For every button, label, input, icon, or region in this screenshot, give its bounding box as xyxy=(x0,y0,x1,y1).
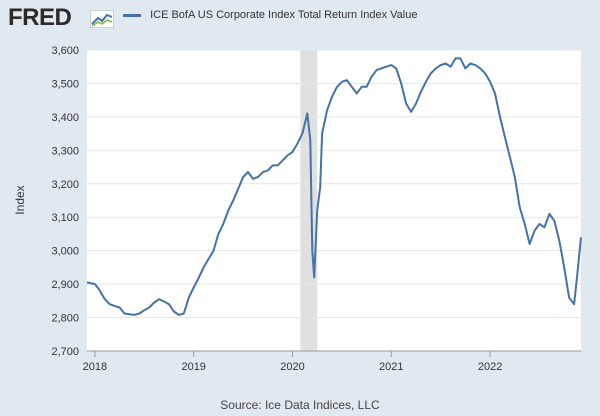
legend-label: ICE BofA US Corporate Index Total Return… xyxy=(150,9,418,21)
fred-logo[interactable]: FRED xyxy=(8,4,72,31)
grid-lines xyxy=(87,49,581,352)
x-tick-label: 2018 xyxy=(83,361,107,373)
y-tick-label: 3,500 xyxy=(51,78,79,90)
x-tick-label: 2019 xyxy=(181,361,205,373)
y-axis-ticks: 2,700 2,800 2,900 3,000 3,100 3,200 3,300 3,400… xyxy=(51,45,79,358)
chart-logo-icon xyxy=(90,10,114,28)
y-tick-label: 3,400 xyxy=(51,112,79,124)
legend-swatch xyxy=(123,13,141,17)
recession-band xyxy=(300,50,318,351)
y-tick-label: 2,900 xyxy=(51,279,79,291)
x-tick-label: 2022 xyxy=(478,361,502,373)
y-axis-title: Index xyxy=(13,185,27,214)
series-line[interactable] xyxy=(86,57,582,316)
x-tick-label: 2020 xyxy=(280,361,304,373)
x-tick-label: 2021 xyxy=(379,361,403,373)
x-axis-ticks: 2018 2019 2020 2021 2022 xyxy=(83,350,581,373)
y-tick-label: 3,300 xyxy=(51,145,79,157)
y-tick-label: 2,700 xyxy=(51,346,79,358)
header: FRED ICE BofA US Corporate Index Total R… xyxy=(0,0,600,40)
y-tick-label: 3,000 xyxy=(51,246,79,258)
source-note: Source: Ice Data Indices, LLC xyxy=(220,398,380,412)
legend: ICE BofA US Corporate Index Total Return… xyxy=(123,9,417,21)
y-tick-label: 3,200 xyxy=(51,179,79,191)
y-tick-label: 2,800 xyxy=(51,313,79,325)
plot-area xyxy=(87,50,581,351)
y-tick-label: 3,100 xyxy=(51,212,79,224)
y-tick-label: 3,600 xyxy=(51,45,79,57)
recession-shading-group xyxy=(300,50,318,351)
